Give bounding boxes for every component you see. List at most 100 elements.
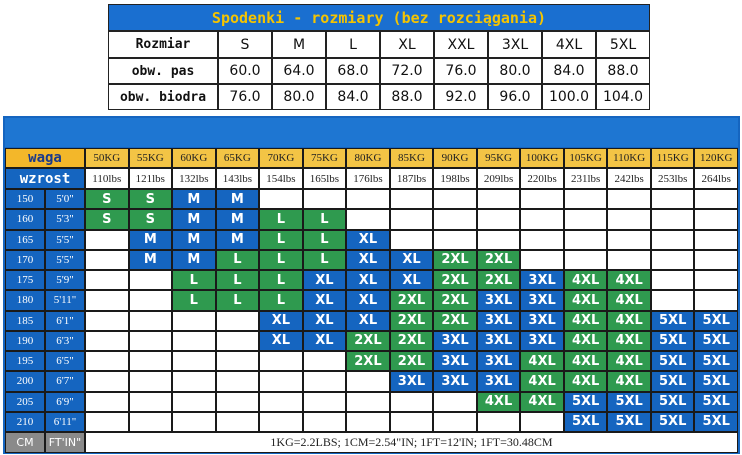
table-cell: 60.0 xyxy=(218,58,272,84)
size-cell: M xyxy=(215,189,260,210)
size-cell: 4XL xyxy=(476,391,521,412)
size-cell: M xyxy=(128,229,173,250)
weight-kg: 65KG xyxy=(215,148,260,168)
size-cell: 3XL xyxy=(433,371,477,392)
table-cell: 92.0 xyxy=(434,84,488,110)
weight-lbs: 176lbs xyxy=(346,168,390,189)
height-cm: 195 xyxy=(5,351,45,372)
empty-cell xyxy=(389,391,434,412)
empty-cell xyxy=(563,249,608,270)
table-cell: 88.0 xyxy=(380,84,434,110)
size-cell: M xyxy=(215,209,260,230)
size-cell: L xyxy=(172,270,216,291)
empty-cell xyxy=(128,290,173,311)
empty-cell xyxy=(172,411,216,432)
empty-cell xyxy=(172,391,216,412)
size-cell: 5XL xyxy=(563,391,608,412)
size-cell: XL xyxy=(259,330,303,351)
size-cell: 5XL xyxy=(650,330,695,351)
empty-cell xyxy=(476,411,521,432)
size-cell: M xyxy=(172,249,216,270)
size-cell: M xyxy=(172,229,216,250)
size-cell: 4XL xyxy=(563,290,608,311)
size-cell: 4XL xyxy=(563,371,608,392)
height-cm: 180 xyxy=(5,290,45,311)
weight-kg: 105KG xyxy=(563,148,608,168)
table-cell: M xyxy=(272,31,326,58)
empty-cell xyxy=(85,229,129,250)
size-cell: 5XL xyxy=(650,391,695,412)
empty-cell xyxy=(476,209,521,230)
size-cell: 2XL xyxy=(389,290,434,311)
size-cell: 3XL xyxy=(433,351,477,372)
table-cell: 100.0 xyxy=(542,84,596,110)
size-cell: 5XL xyxy=(563,411,608,432)
empty-cell xyxy=(302,411,347,432)
empty-cell xyxy=(128,351,173,372)
empty-cell xyxy=(650,249,695,270)
size-cell: 3XL xyxy=(520,310,564,331)
weight-lbs: 154lbs xyxy=(259,168,303,189)
footer-note: 1KG=2.2LBS; 1CM=2.54"IN; 1FT=12'IN; 1FT=… xyxy=(85,432,738,453)
size-cell: 4XL xyxy=(607,330,651,351)
empty-cell xyxy=(476,189,521,210)
weight-lbs: 121lbs xyxy=(128,168,173,189)
height-ft: 6'3" xyxy=(45,330,85,351)
empty-cell xyxy=(172,351,216,372)
size-cell: S xyxy=(128,209,173,230)
size-cell: 2XL xyxy=(389,330,434,351)
weight-lbs: 231lbs xyxy=(563,168,608,189)
weight-lbs: 132lbs xyxy=(172,168,216,189)
weight-lbs: 220lbs xyxy=(520,168,564,189)
weight-lbs: 264lbs xyxy=(694,168,738,189)
empty-cell xyxy=(476,229,521,250)
weight-lbs: 253lbs xyxy=(650,168,695,189)
table-cell: 4XL xyxy=(542,31,596,58)
empty-cell xyxy=(520,229,564,250)
empty-cell xyxy=(650,229,695,250)
row-label: Rozmiar xyxy=(108,31,218,58)
empty-cell xyxy=(85,270,129,291)
empty-cell xyxy=(563,209,608,230)
size-cell: L xyxy=(259,209,303,230)
size-cell: L xyxy=(215,249,260,270)
size-cell: S xyxy=(128,189,173,210)
empty-cell xyxy=(85,249,129,270)
size-cell: XL xyxy=(389,249,434,270)
empty-cell xyxy=(215,351,260,372)
size-cell: M xyxy=(172,209,216,230)
weight-kg: 60KG xyxy=(172,148,216,168)
empty-cell xyxy=(128,330,173,351)
weight-kg: 95KG xyxy=(476,148,521,168)
empty-cell xyxy=(694,270,738,291)
height-ft: 5'5" xyxy=(45,249,85,270)
height-cm: 170 xyxy=(5,249,45,270)
size-cell: 5XL xyxy=(650,371,695,392)
size-cell: 3XL xyxy=(476,310,521,331)
empty-cell xyxy=(433,209,477,230)
height-cm: 190 xyxy=(5,330,45,351)
weight-lbs: 110lbs xyxy=(85,168,129,189)
empty-cell xyxy=(215,310,260,331)
weight-kg: 100KG xyxy=(520,148,564,168)
weight-kg: 50KG xyxy=(85,148,129,168)
weight-lbs: 242lbs xyxy=(607,168,651,189)
size-cell: 5XL xyxy=(694,351,738,372)
weight-lbs: 187lbs xyxy=(389,168,434,189)
empty-cell xyxy=(302,351,347,372)
table-cell: 80.0 xyxy=(488,58,542,84)
size-cell: 5XL xyxy=(694,391,738,412)
table-cell: 72.0 xyxy=(380,58,434,84)
size-cell: XL xyxy=(302,290,347,311)
size-cell: XL xyxy=(346,310,390,331)
weight-kg: 55KG xyxy=(128,148,173,168)
height-cm: 205 xyxy=(5,391,45,412)
size-cell: L xyxy=(259,290,303,311)
weight-kg: 80KG xyxy=(346,148,390,168)
height-ft: 6'11" xyxy=(45,411,85,432)
size-cell: 4XL xyxy=(520,391,564,412)
size-cell: L xyxy=(302,229,347,250)
size-cell: XL xyxy=(346,229,390,250)
height-cm: 165 xyxy=(5,229,45,250)
size-cell: 2XL xyxy=(476,270,521,291)
